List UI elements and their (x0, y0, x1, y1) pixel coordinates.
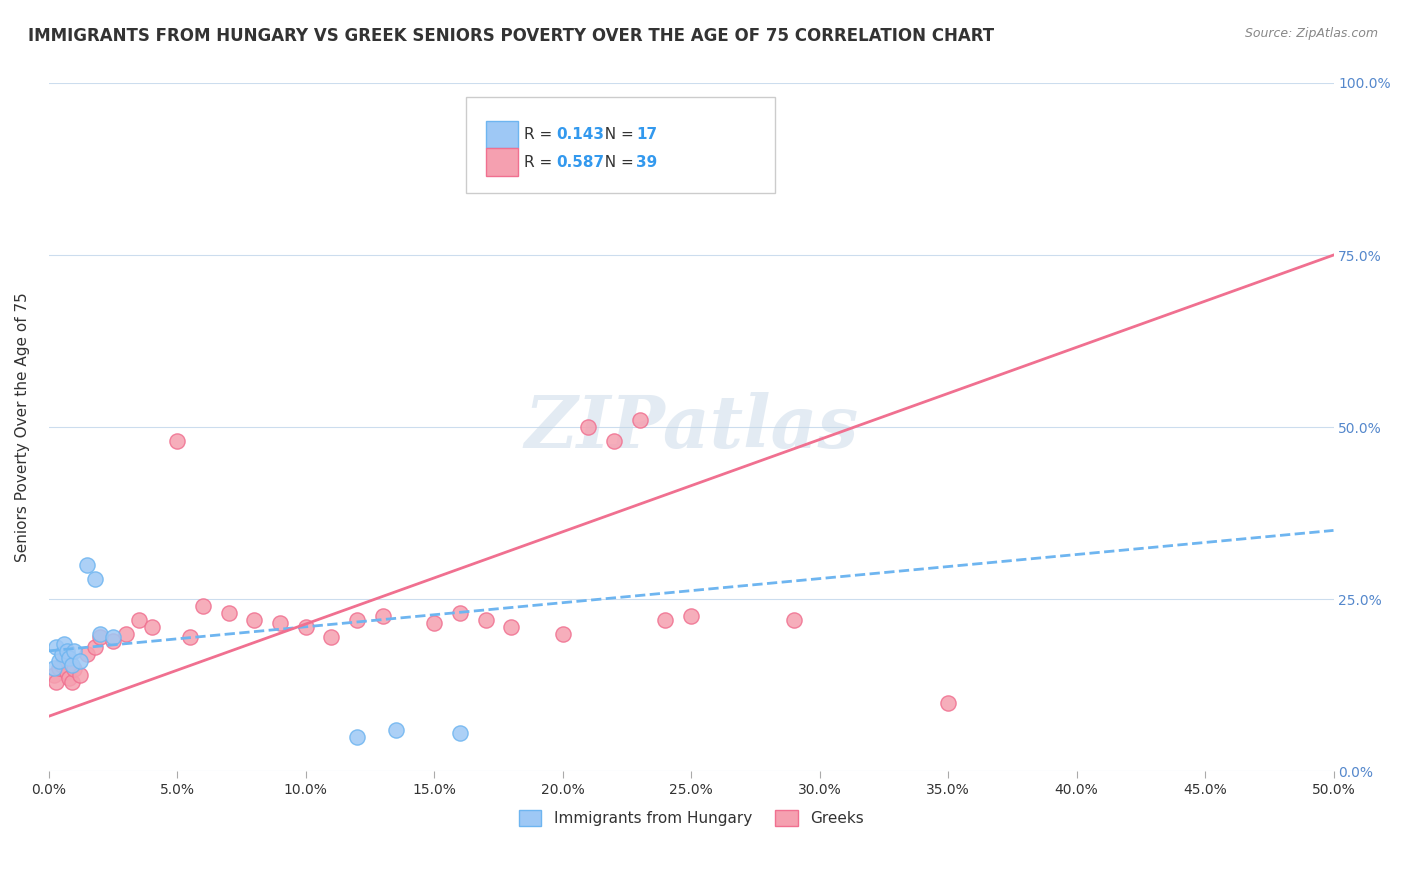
Y-axis label: Seniors Poverty Over the Age of 75: Seniors Poverty Over the Age of 75 (15, 293, 30, 562)
Point (423, 616, 446, 631)
Point (101, 630, 124, 644)
FancyBboxPatch shape (485, 148, 517, 176)
Point (179, 630, 201, 644)
Point (42, 668, 65, 682)
Point (69, 654, 91, 668)
Text: N =: N = (595, 127, 638, 142)
Point (128, 613, 150, 627)
Point (936, 696, 959, 710)
FancyBboxPatch shape (467, 96, 775, 193)
Point (218, 606, 240, 620)
Point (76, 648, 98, 662)
Point (76, 558, 98, 572)
Point (166, 434, 188, 448)
Point (58, 672, 80, 686)
Point (654, 613, 676, 627)
Text: R =: R = (524, 127, 557, 142)
Text: R =: R = (524, 154, 557, 169)
Point (576, 420, 599, 434)
Text: 0.143: 0.143 (557, 127, 605, 142)
Point (69, 668, 91, 682)
Point (60, 674, 83, 689)
Text: 17: 17 (636, 127, 657, 142)
Point (84, 640, 107, 655)
Point (89, 630, 111, 644)
Point (48, 661, 70, 675)
Point (42, 661, 65, 675)
Text: 39: 39 (636, 154, 657, 169)
Point (48, 654, 70, 668)
Point (501, 620, 523, 634)
Point (346, 730, 368, 744)
Point (55, 665, 77, 679)
Point (89, 626, 111, 640)
Point (603, 434, 626, 448)
Point (243, 613, 266, 627)
Text: ZIPatlas: ZIPatlas (524, 392, 858, 463)
Point (681, 609, 703, 624)
Legend: Immigrants from Hungary, Greeks: Immigrants from Hungary, Greeks (512, 805, 870, 832)
Text: IMMIGRANTS FROM HUNGARY VS GREEK SENIORS POVERTY OVER THE AGE OF 75 CORRELATION : IMMIGRANTS FROM HUNGARY VS GREEK SENIORS… (28, 27, 994, 45)
Point (346, 613, 368, 627)
Point (371, 609, 394, 624)
Point (55, 644, 77, 658)
Point (294, 620, 316, 634)
Point (53, 637, 76, 651)
Point (321, 630, 343, 644)
Point (45, 640, 67, 655)
Point (449, 726, 471, 740)
Point (51, 657, 73, 672)
Point (384, 723, 406, 737)
Point (51, 648, 73, 662)
Point (551, 626, 574, 640)
FancyBboxPatch shape (485, 120, 517, 148)
Text: Source: ZipAtlas.com: Source: ZipAtlas.com (1244, 27, 1378, 40)
Point (141, 620, 163, 634)
Point (269, 616, 291, 631)
Point (449, 606, 471, 620)
Point (114, 626, 136, 640)
Point (45, 674, 67, 689)
Point (63, 644, 86, 658)
Point (60, 657, 83, 672)
Point (191, 599, 214, 614)
Point (53, 654, 76, 668)
Point (84, 572, 107, 586)
Point (474, 613, 496, 627)
Point (628, 413, 651, 427)
Text: N =: N = (595, 154, 638, 169)
Point (783, 613, 806, 627)
Text: 0.587: 0.587 (557, 154, 605, 169)
Point (63, 663, 86, 677)
Point (101, 633, 124, 648)
Point (58, 650, 80, 665)
